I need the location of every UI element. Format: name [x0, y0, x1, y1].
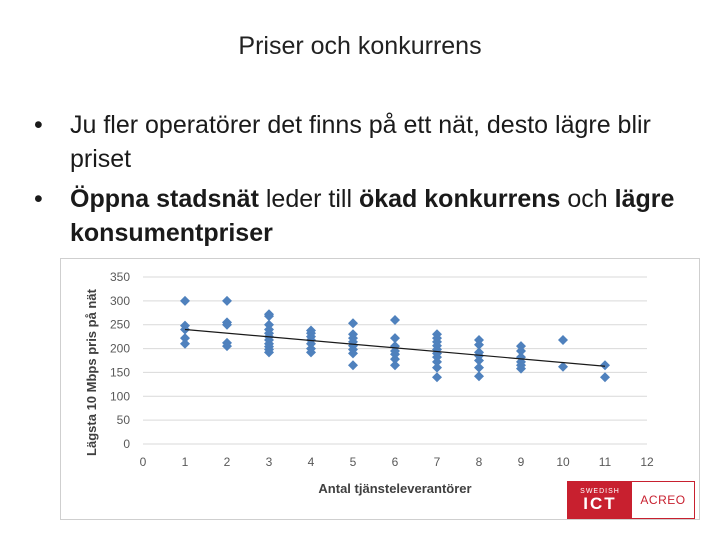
bullet-text-1: Ju fler operatörer det finns på ett nät,…: [70, 111, 651, 173]
x-tick-label: 11: [599, 455, 612, 469]
y-tick-label: 100: [110, 389, 130, 403]
x-tick-label: 9: [518, 455, 525, 469]
x-tick-label: 6: [392, 455, 399, 469]
bullet-text-2-bold-a: Öppna stadsnät: [70, 185, 259, 213]
scatter-point: [180, 333, 190, 344]
scatter-point: [432, 356, 442, 367]
y-tick-label: 0: [123, 437, 130, 451]
scatter-point: [600, 360, 610, 371]
logo-bottom-text: ICT: [583, 493, 617, 513]
bullet-item-2: • Öppna stadsnät leder till ökad konkurr…: [34, 182, 714, 250]
scatter-point: [474, 362, 484, 373]
scatter-point: [390, 333, 400, 344]
x-axis-label: Antal tjänsteleverantörer: [318, 481, 471, 496]
scatter-point: [222, 319, 232, 330]
chart-frame: 0 50 100 150 200 250 300 350 0 1 2 3 4 5 6 7 8 9 10 11 12 Ant…: [60, 258, 700, 520]
scatter-point: [390, 360, 400, 371]
x-tick-label: 8: [476, 455, 483, 469]
scatter-point: [222, 295, 232, 306]
scatter-point: [390, 354, 400, 365]
y-tick-label: 200: [110, 342, 130, 356]
scatter-point: [474, 339, 484, 350]
slide-title: Priser och konkurrens: [238, 32, 482, 60]
scatter-point: [348, 318, 358, 329]
scatter-point: [306, 347, 316, 358]
scatter-point: [600, 372, 610, 383]
x-tick-label: 3: [266, 455, 273, 469]
scatter-point: [348, 360, 358, 371]
y-axis-label: Lägsta 10 Mbps pris på nät: [84, 288, 99, 456]
x-tick-label: 1: [182, 455, 189, 469]
scatter-point: [432, 372, 442, 383]
scatter-point: [516, 345, 526, 356]
scatter-point: [222, 341, 232, 352]
bullet-list: • Ju fler operatörer det finns på ett nä…: [34, 108, 714, 256]
scatter-point: [474, 355, 484, 366]
bullet-text-2-bold-b: ökad konkurrens: [358, 185, 561, 213]
x-tick-label: 4: [308, 455, 315, 469]
scatter-point: [348, 348, 358, 359]
bullet-dot: •: [34, 185, 43, 213]
scatter-point: [264, 347, 274, 358]
scatter-point: [558, 361, 568, 372]
scatter-point: [516, 363, 526, 374]
y-tick-label: 250: [110, 318, 130, 332]
bullet-item-1: • Ju fler operatörer det finns på ett nä…: [34, 108, 714, 176]
logo-mark: SWEDISH ICT: [568, 482, 632, 518]
bullet-text-2-normal-a: leder till: [258, 185, 359, 213]
trend-line: [184, 328, 606, 367]
y-tick-label: 150: [110, 365, 130, 379]
scatter-point: [432, 362, 442, 373]
scatter-point: [474, 371, 484, 382]
bullet-text-2-bold-c: lägre konsumentpriser: [70, 185, 675, 247]
bullet-dot: •: [34, 111, 43, 139]
x-tick-label: 0: [140, 455, 147, 469]
x-tick-label: 5: [350, 455, 357, 469]
scatter-point: [264, 311, 274, 322]
x-tick-label: 2: [224, 455, 231, 469]
logo-top-text: SWEDISH: [580, 487, 620, 495]
x-tick-label: 7: [434, 455, 441, 469]
y-tick-label: 300: [110, 294, 130, 308]
y-tick-label: 50: [117, 413, 131, 427]
scatter-point: [180, 338, 190, 349]
bullet-text-2-normal-b: och: [560, 185, 615, 213]
scatter-point: [390, 314, 400, 325]
x-tick-label: 10: [556, 455, 570, 469]
logo-right-text: ACREO: [632, 482, 694, 518]
swedish-ict-acreo-logo: SWEDISH ICT ACREO: [567, 481, 695, 519]
scatter-point: [558, 334, 568, 345]
scatter-point: [180, 295, 190, 306]
x-tick-label: 12: [640, 455, 654, 469]
y-tick-label: 350: [110, 270, 130, 284]
